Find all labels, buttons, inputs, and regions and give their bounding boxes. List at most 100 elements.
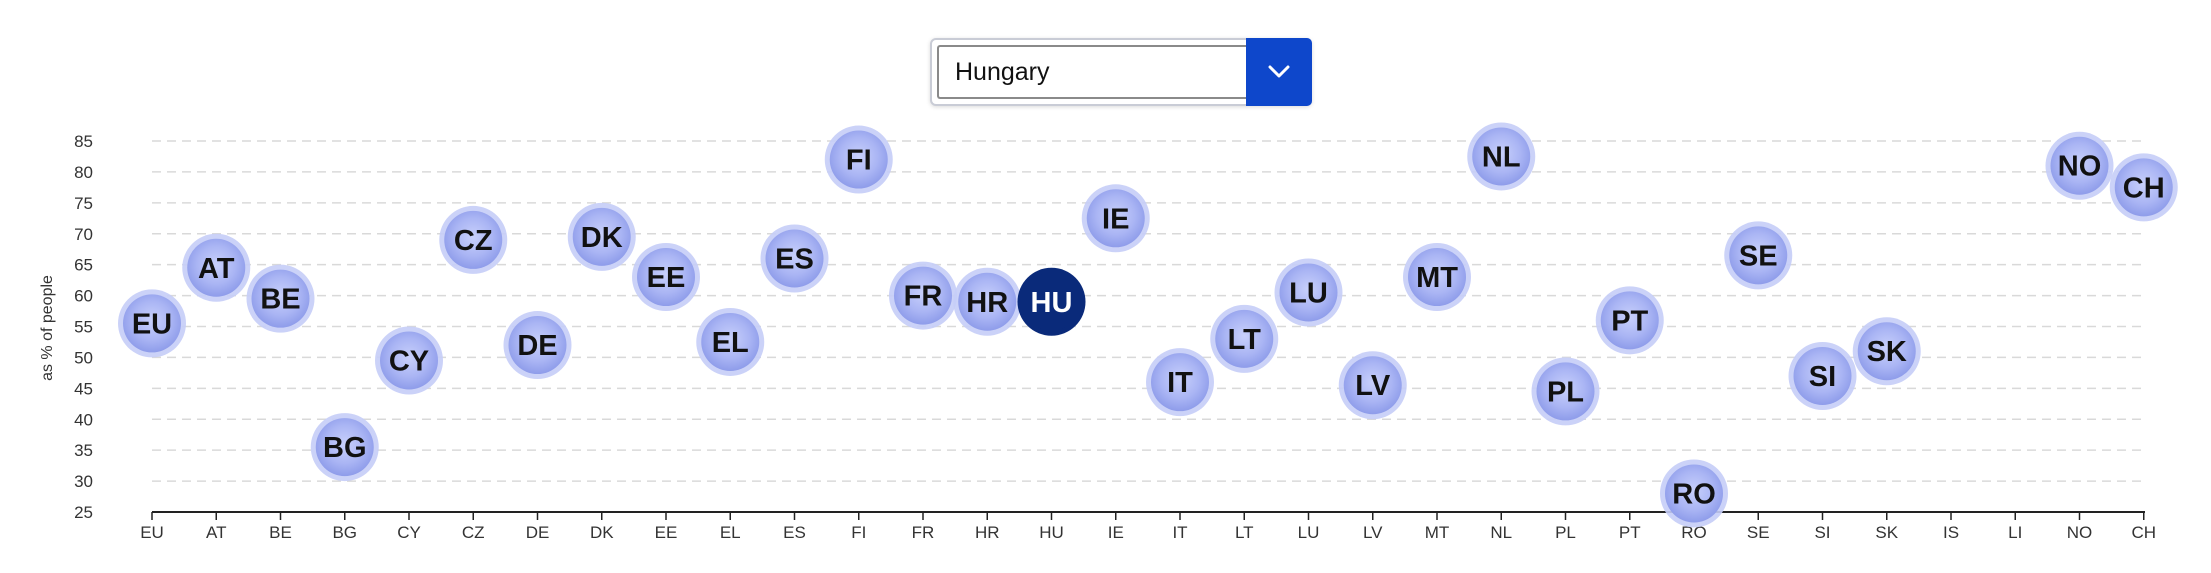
bubble-circle [572, 207, 631, 266]
y-tick-label: 25 [74, 503, 93, 522]
x-tick-label: MT [1425, 523, 1450, 542]
bubble-circle [380, 331, 438, 390]
bubble-circle [1857, 322, 1916, 381]
bubble-ro[interactable]: RO [1660, 459, 1728, 528]
bubble-label: BG [323, 432, 367, 464]
x-axis: EU AT BE BG CY CZ DE DK EE EL ES FI FR HR HU IE IT LT LU LV… [140, 511, 2156, 542]
bubble-nl[interactable]: NL [1467, 122, 1536, 191]
country-select[interactable]: Hungary [930, 38, 1312, 106]
bubble-circle [1151, 353, 1209, 412]
bubble-label: SK [1867, 336, 1907, 368]
bubble-label: PL [1547, 376, 1584, 408]
bubble-lt[interactable]: LT [1210, 304, 1279, 373]
bubble-ee[interactable]: EE [632, 243, 700, 312]
country-select-field[interactable]: Hungary [937, 45, 1246, 99]
bubble-el[interactable]: EL [696, 307, 765, 376]
bubble-pl[interactable]: PL [1531, 357, 1600, 426]
bubble-circle [251, 269, 310, 328]
y-axis-title: as % of people [39, 275, 56, 381]
bubble-label: HR [966, 287, 1008, 319]
x-tick-label: CY [397, 523, 421, 542]
x-tick-label: AT [206, 523, 226, 542]
bubble-circle [1279, 263, 1338, 322]
bubble-circle [1536, 362, 1595, 421]
bubble-label: IE [1102, 203, 1129, 235]
bubble-circle [1793, 346, 1852, 405]
x-tick-label: NO [2067, 523, 2093, 542]
bubble-label: NO [2058, 151, 2102, 183]
bubble-circle [1343, 356, 1402, 415]
bubble-lu[interactable]: LU [1274, 258, 1343, 327]
bubble-circle [637, 248, 695, 307]
chevron-down-icon [1268, 65, 1290, 78]
y-tick-label: 50 [74, 348, 93, 367]
bubble-fi[interactable]: FI [824, 125, 893, 194]
bubble-hu[interactable]: HU [1017, 267, 1086, 336]
y-tick-label: 35 [74, 441, 93, 460]
bubble-bg[interactable]: BG [310, 413, 379, 482]
bubble-label: SE [1739, 240, 1778, 272]
y-tick-label: 85 [74, 132, 93, 151]
x-tick-label: DK [590, 523, 614, 542]
bubble-cz[interactable]: CZ [439, 205, 508, 274]
bubble-de[interactable]: DE [503, 311, 572, 380]
x-tick-label: EE [655, 523, 678, 542]
bubble-si[interactable]: SI [1788, 341, 1857, 410]
grid-lines [152, 140, 2145, 482]
bubble-hr[interactable]: HR [953, 267, 1022, 336]
y-tick-label: 45 [74, 379, 93, 398]
bubble-fr[interactable]: FR [889, 261, 957, 330]
bubble-mt[interactable]: MT [1403, 243, 1471, 312]
bubble-circle [829, 130, 888, 189]
x-tick-label: LV [1363, 523, 1383, 542]
bubble-circle [2050, 136, 2109, 195]
bubble-circle [1665, 464, 1723, 523]
x-tick-label: HU [1039, 523, 1064, 542]
y-tick-label: 70 [74, 225, 93, 244]
bubble-label: EL [712, 327, 749, 359]
x-tick-label: PT [1619, 523, 1641, 542]
bubble-it[interactable]: IT [1146, 348, 1214, 417]
bubble-label: CY [389, 346, 429, 378]
bubble-se[interactable]: SE [1724, 221, 1793, 290]
bubble-dk[interactable]: DK [567, 202, 636, 271]
bubble-ie[interactable]: IE [1081, 184, 1150, 253]
bubble-cy[interactable]: CY [375, 326, 443, 395]
bubble-eu[interactable]: EU [118, 289, 186, 358]
bubble-at[interactable]: AT [182, 233, 251, 302]
x-tick-label: CZ [462, 523, 485, 542]
country-select-toggle-button[interactable] [1246, 38, 1312, 106]
bubble-no[interactable]: NO [2045, 131, 2114, 200]
x-tick-label: DE [526, 523, 550, 542]
bubble-label: FI [846, 145, 872, 177]
bubble-circle [508, 316, 567, 375]
bubble-label: HU [1031, 287, 1073, 319]
bubble-label: PT [1611, 305, 1648, 337]
y-tick-label: 30 [74, 472, 93, 491]
bubble-label: IT [1167, 367, 1193, 399]
bubble-be[interactable]: BE [246, 264, 315, 333]
bubble-circle [1086, 189, 1145, 248]
bubble-pt[interactable]: PT [1595, 286, 1664, 355]
x-tick-label: PL [1555, 523, 1576, 542]
bubble-circle [701, 312, 760, 371]
bubble-circle [1215, 309, 1274, 368]
x-tick-label: SI [1814, 523, 1830, 542]
country-select-value: Hungary [955, 57, 1050, 86]
bubble-es[interactable]: ES [760, 224, 829, 293]
x-tick-label: IT [1172, 523, 1187, 542]
y-axis: 25 30 35 40 45 50 55 60 65 70 75 80 85 [74, 132, 93, 522]
x-tick-label: CH [2131, 523, 2156, 542]
bubble-ch[interactable]: CH [2109, 153, 2178, 222]
bubble-circle [765, 229, 824, 288]
bubble-sk[interactable]: SK [1852, 317, 1921, 386]
y-tick-label: 75 [74, 194, 93, 213]
bubble-lv[interactable]: LV [1338, 351, 1407, 420]
bubble-circle [1600, 291, 1659, 350]
bubble-label: DK [581, 222, 623, 254]
x-tick-label: SK [1875, 523, 1898, 542]
bubble-label: EU [132, 308, 172, 340]
x-tick-label: BG [332, 523, 357, 542]
bubble-label: MT [1416, 262, 1458, 294]
